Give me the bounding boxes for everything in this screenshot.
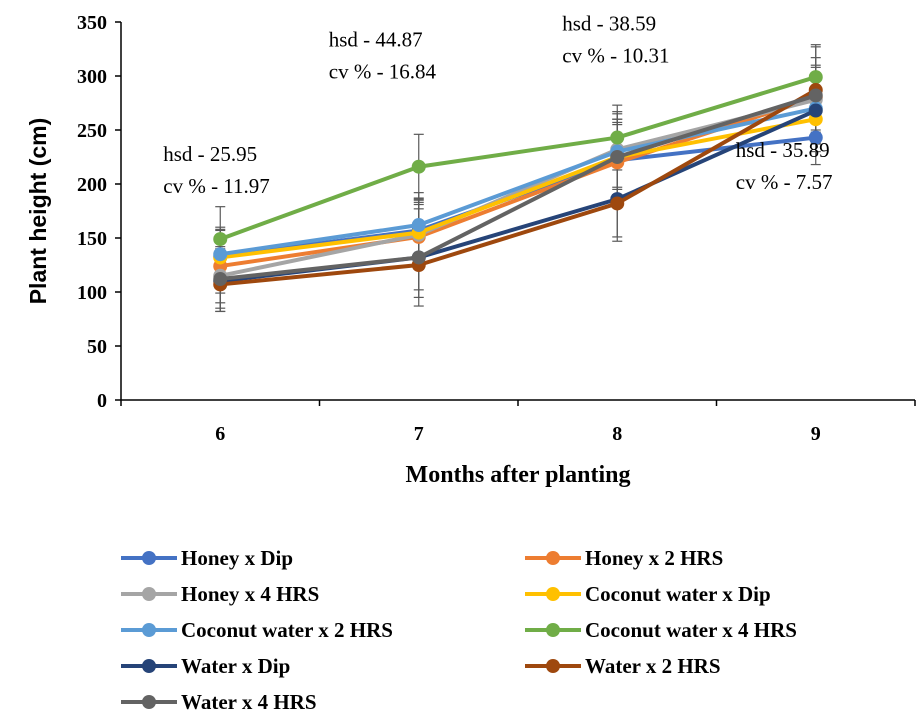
legend-item: Honey x Dip (121, 546, 293, 570)
y-tick-label: 0 (97, 390, 107, 412)
legend-swatch-marker (546, 659, 560, 673)
legend-swatch-marker (142, 695, 156, 709)
legend-swatch-marker (546, 551, 560, 565)
legend-label: Honey x Dip (181, 546, 293, 570)
legend-swatch-marker (142, 623, 156, 637)
legend-item: Honey x 4 HRS (121, 582, 319, 606)
legend-item: Coconut water x Dip (525, 582, 771, 606)
hsd-cv-annotation: hsd - 35.89 (736, 138, 830, 162)
y-tick-label: 350 (77, 12, 107, 34)
y-axis-ticks: 0 50 100 150 200 250 300 350 (77, 12, 121, 412)
data-point (808, 88, 823, 103)
plot-area: 0 50 100 150 200 250 300 350 6 7 8 9 (77, 12, 916, 445)
legend: Honey x Dip Honey x 2 HRS Honey x 4 HRS Coc… (121, 546, 797, 714)
data-point (808, 70, 823, 85)
x-tick-label: 7 (414, 423, 424, 445)
data-point (411, 218, 426, 233)
data-point (411, 250, 426, 265)
data-point (610, 196, 625, 211)
y-tick-label: 250 (77, 120, 107, 142)
hsd-cv-annotation: hsd - 44.87 (329, 28, 423, 52)
hsd-cv-annotation: cv % - 10.31 (562, 44, 669, 68)
legend-item: Coconut water x 2 HRS (121, 618, 393, 642)
legend-swatch-marker (142, 587, 156, 601)
data-point (411, 159, 426, 174)
legend-item: Water x Dip (121, 654, 290, 678)
series (213, 88, 823, 287)
legend-label: Water x Dip (181, 654, 290, 678)
x-tick-label: 6 (215, 423, 225, 445)
data-point (808, 130, 823, 145)
x-axis-ticks: 6 7 8 9 (120, 400, 916, 445)
legend-swatch-marker (546, 587, 560, 601)
hsd-cv-annotation: hsd - 25.95 (163, 142, 257, 166)
legend-label: Coconut water x Dip (585, 582, 771, 606)
series-line (219, 106, 817, 257)
y-tick-label: 100 (77, 282, 107, 304)
y-axis-title: Plant height (cm) (25, 118, 51, 305)
legend-label: Water x 4 HRS (181, 690, 317, 714)
data-point (808, 103, 823, 118)
hsd-cv-annotation: cv % - 7.57 (736, 170, 833, 194)
series-line (220, 117, 817, 260)
legend-label: Honey x 4 HRS (181, 582, 319, 606)
legend-swatch-marker (546, 623, 560, 637)
legend-label: Coconut water x 2 HRS (181, 618, 393, 642)
x-tick-label: 8 (612, 423, 622, 445)
y-tick-label: 50 (87, 336, 107, 358)
series (213, 101, 823, 262)
hsd-cv-annotation: cv % - 16.84 (329, 60, 437, 84)
data-point (213, 247, 228, 262)
legend-item: Water x 2 HRS (525, 654, 721, 678)
y-tick-label: 300 (77, 66, 107, 88)
series-line (219, 75, 817, 241)
data-point (610, 150, 625, 164)
y-tick-label: 200 (77, 174, 107, 196)
legend-item: Honey x 2 HRS (525, 546, 723, 570)
legend-item: Water x 4 HRS (121, 690, 317, 714)
series-line (220, 93, 817, 282)
series-line (220, 88, 817, 287)
hsd-cv-annotation: cv % - 11.97 (163, 174, 270, 198)
series (213, 70, 823, 247)
data-point (213, 272, 228, 287)
legend-item: Coconut water x 4 HRS (525, 618, 797, 642)
series-lines (213, 70, 823, 292)
annotations: hsd - 25.95 cv % - 11.97 hsd - 44.87 cv % -… (163, 12, 832, 199)
legend-label: Honey x 2 HRS (585, 546, 723, 570)
series-line (219, 135, 816, 259)
legend-label: Coconut water x 4 HRS (585, 618, 797, 642)
data-point (610, 130, 625, 145)
legend-swatch-marker (142, 551, 156, 565)
data-point (213, 232, 228, 247)
x-axis-title: Months after planting (406, 462, 631, 488)
legend-swatch-marker (142, 659, 156, 673)
y-tick-label: 150 (77, 228, 107, 250)
x-tick-label: 9 (811, 423, 821, 445)
legend-label: Water x 2 HRS (585, 654, 721, 678)
hsd-cv-annotation: hsd - 38.59 (562, 12, 656, 36)
